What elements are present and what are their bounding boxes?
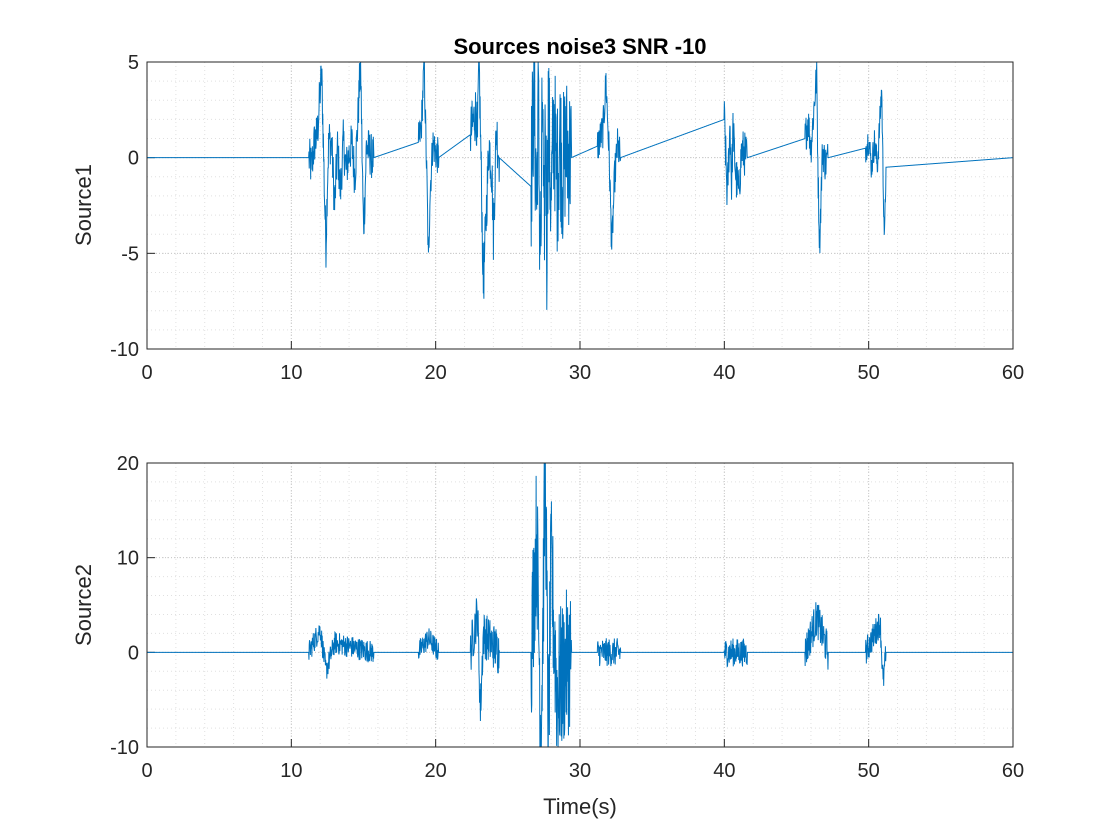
x-tick-label: 10 — [280, 760, 302, 782]
y-tick-label: 0 — [128, 148, 139, 170]
plot-area — [147, 61, 1014, 310]
x-tick-label: 20 — [425, 362, 447, 384]
axes-frame — [146, 61, 1014, 350]
x-tick-label: 0 — [141, 760, 152, 782]
x-tick-label: 30 — [569, 362, 591, 384]
y-tick-label: 10 — [117, 548, 139, 570]
y-tick-label: -10 — [110, 339, 139, 361]
y-tick-label: 20 — [117, 453, 139, 475]
x-tick-label: 30 — [569, 760, 591, 782]
x-tick-label: 10 — [280, 362, 302, 384]
plot-area — [147, 462, 1013, 748]
x-tick-label: 50 — [858, 362, 880, 384]
y-axis-label: Source1 — [71, 164, 96, 246]
y-tick-label: 5 — [128, 52, 139, 74]
tick-labels: 0 10 20 30 40 50 60 -10 -5 0 5 — [110, 52, 1024, 384]
x-axis-label: Time(s) — [543, 794, 617, 819]
axes-background — [146, 61, 1014, 350]
x-tick-label: 0 — [141, 362, 152, 384]
chart-title: Sources noise3 SNR -10 — [453, 34, 706, 59]
subplot-source1: 0 10 20 30 40 50 60 -10 -5 0 5 Source1 — [71, 52, 1024, 384]
x-tick-label: 60 — [1002, 362, 1024, 384]
x-tick-label: 40 — [713, 760, 735, 782]
x-tick-label: 60 — [1002, 760, 1024, 782]
series-line-source2 — [147, 462, 1013, 748]
x-tick-label: 50 — [858, 760, 880, 782]
axes-frame — [146, 462, 1014, 748]
y-tick-label: 0 — [128, 642, 139, 664]
x-tick-label: 40 — [713, 362, 735, 384]
y-tick-label: -10 — [110, 737, 139, 759]
y-tick-label: -5 — [121, 243, 139, 265]
y-axis-label: Source2 — [71, 564, 96, 646]
x-tick-label: 20 — [425, 760, 447, 782]
series-line-source1 — [147, 61, 1014, 310]
